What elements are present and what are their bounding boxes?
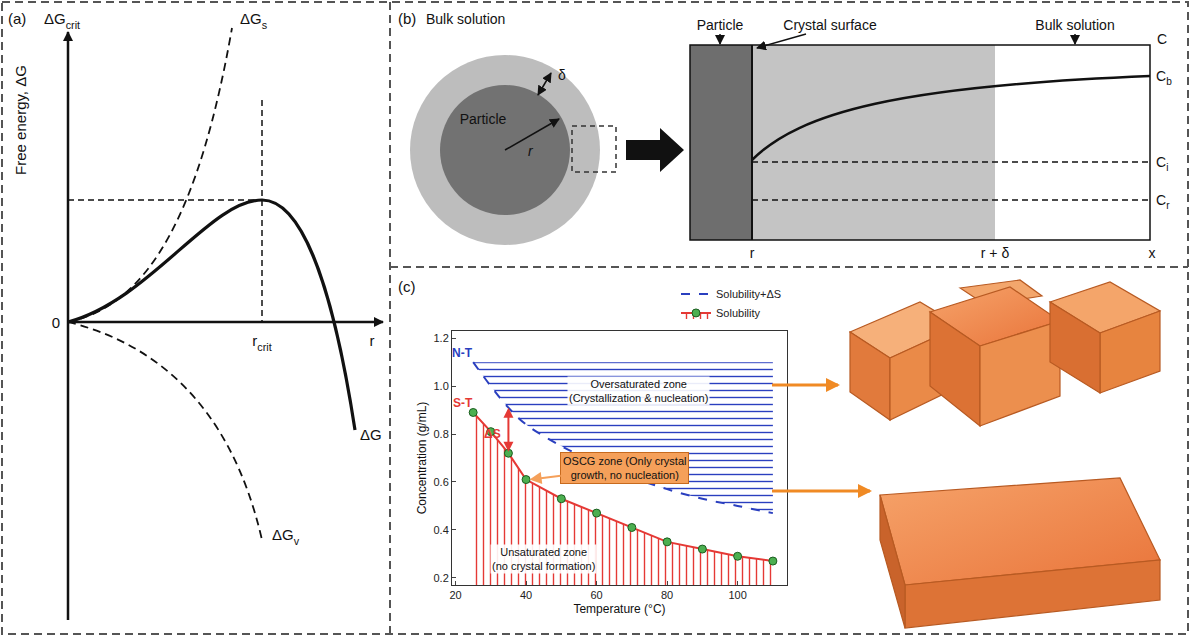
svg-text:ΔS: ΔS xyxy=(484,427,501,441)
svg-text:1.0: 1.0 xyxy=(434,380,449,392)
svg-text:Ci: Ci xyxy=(1156,154,1168,173)
svg-text:Oversaturated zone(Crystalliza: Oversaturated zone(Crystallization & nuc… xyxy=(569,378,708,404)
svg-text:0.4: 0.4 xyxy=(434,524,449,536)
svg-text:(c): (c) xyxy=(398,278,416,295)
svg-text:Particle: Particle xyxy=(697,17,744,33)
svg-text:40: 40 xyxy=(520,589,532,601)
svg-text:r: r xyxy=(528,143,534,159)
svg-text:r: r xyxy=(750,245,755,261)
svg-text:δ: δ xyxy=(558,67,566,83)
svg-text:S-T: S-T xyxy=(453,396,473,410)
svg-text:60: 60 xyxy=(590,589,602,601)
svg-text:rcrit: rcrit xyxy=(252,332,271,353)
svg-text:Cr: Cr xyxy=(1156,192,1170,211)
svg-text:Particle: Particle xyxy=(460,111,507,127)
svg-text:0: 0 xyxy=(52,314,60,331)
svg-text:r + δ: r + δ xyxy=(981,245,1010,261)
svg-text:80: 80 xyxy=(661,589,673,601)
svg-text:Concentration (g/mL): Concentration (g/mL) xyxy=(415,402,429,515)
svg-text:N-T: N-T xyxy=(452,346,473,360)
svg-text:Bulk solution: Bulk solution xyxy=(1035,17,1114,33)
svg-text:r: r xyxy=(370,332,375,349)
svg-text:Crystal surface: Crystal surface xyxy=(783,17,877,33)
svg-text:ΔGcrit: ΔGcrit xyxy=(44,10,80,31)
svg-text:0.6: 0.6 xyxy=(434,476,449,488)
svg-text:C: C xyxy=(1157,31,1167,47)
svg-text:Temperature (°C): Temperature (°C) xyxy=(573,602,665,616)
svg-text:ΔGv: ΔGv xyxy=(272,526,300,547)
svg-text:Unsaturated zone(no crystal fo: Unsaturated zone(no crystal formation) xyxy=(492,546,595,572)
svg-text:Cb: Cb xyxy=(1156,68,1172,87)
svg-text:0.2: 0.2 xyxy=(434,572,449,584)
svg-text:20: 20 xyxy=(449,589,461,601)
svg-text:0.8: 0.8 xyxy=(434,428,449,440)
svg-text:(b): (b) xyxy=(398,10,416,27)
svg-text:1.2: 1.2 xyxy=(434,332,449,344)
svg-text:100: 100 xyxy=(728,589,746,601)
svg-text:Solubility: Solubility xyxy=(716,307,761,319)
svg-text:OSCG zone (Only crystalgrowth,: OSCG zone (Only crystalgrowth, no nuclea… xyxy=(563,455,686,481)
svg-text:Free energy, ΔG: Free energy, ΔG xyxy=(12,65,29,175)
svg-text:(a): (a) xyxy=(8,10,26,27)
svg-text:ΔG: ΔG xyxy=(360,426,382,443)
svg-text:x: x xyxy=(1149,245,1156,261)
svg-text:Bulk solution: Bulk solution xyxy=(426,11,505,27)
svg-text:Solubility+ΔS: Solubility+ΔS xyxy=(716,288,781,300)
svg-text:ΔGs: ΔGs xyxy=(240,10,268,31)
